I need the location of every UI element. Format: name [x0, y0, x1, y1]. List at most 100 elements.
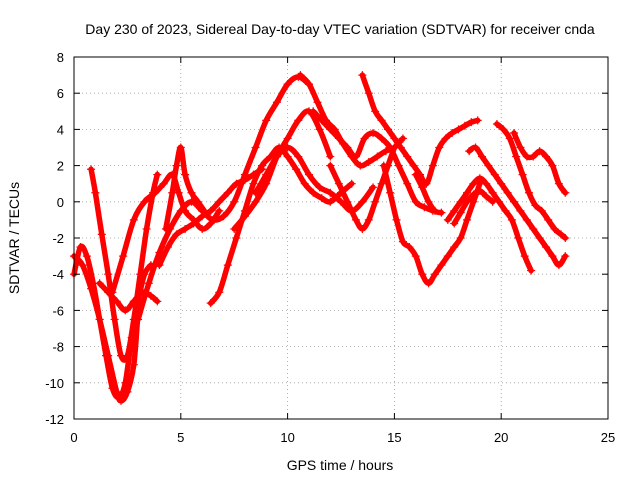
data-point	[524, 188, 533, 197]
data-point	[198, 224, 207, 233]
data-point	[356, 161, 365, 170]
data-point	[257, 161, 266, 170]
data-point	[381, 147, 390, 156]
data-point	[153, 170, 162, 179]
data-point	[377, 134, 386, 143]
data-point	[371, 107, 380, 116]
data-point	[326, 197, 335, 206]
data-point	[104, 351, 113, 360]
data-point	[326, 152, 335, 161]
y-tick-label: -10	[45, 376, 64, 391]
data-point	[516, 206, 525, 215]
data-point	[144, 279, 153, 288]
data-point	[315, 125, 324, 134]
data-point	[469, 179, 478, 188]
data-point	[377, 116, 386, 125]
data-point	[326, 188, 335, 197]
data-point	[116, 396, 125, 405]
y-tick-label: -6	[52, 303, 64, 318]
data-point	[484, 161, 493, 170]
y-tick-label: 0	[57, 195, 64, 210]
series-track-17	[445, 175, 534, 274]
y-tick-label: 2	[57, 159, 64, 174]
data-point	[377, 179, 386, 188]
data-point	[529, 152, 538, 161]
data-point	[516, 143, 525, 152]
data-point	[146, 291, 155, 300]
data-point	[78, 261, 87, 270]
data-point	[294, 152, 303, 161]
data-point	[392, 215, 401, 224]
data-point	[456, 234, 465, 242]
data-point	[520, 252, 529, 261]
data-point	[76, 243, 85, 252]
data-point	[503, 188, 512, 197]
data-point	[403, 179, 412, 188]
data-point	[505, 134, 514, 143]
data-point	[394, 161, 403, 170]
data-point	[420, 203, 429, 212]
data-point	[272, 98, 281, 107]
data-point	[153, 297, 162, 306]
x-tick-label: 10	[280, 430, 294, 445]
data-point	[151, 188, 160, 197]
data-point	[450, 206, 459, 215]
data-point	[430, 206, 439, 215]
data-point	[507, 215, 516, 224]
data-point	[535, 234, 544, 242]
data-point	[364, 89, 373, 98]
data-point	[262, 116, 271, 125]
data-point	[435, 143, 444, 152]
data-point	[283, 134, 292, 143]
data-point	[304, 80, 313, 89]
data-point	[473, 116, 482, 125]
data-point	[364, 157, 373, 166]
data-point	[418, 270, 427, 279]
data-point	[358, 224, 367, 233]
data-point	[161, 224, 170, 233]
data-point	[272, 152, 281, 161]
data-point	[371, 197, 380, 206]
data-point	[193, 197, 202, 206]
data-point	[358, 197, 367, 206]
data-point	[441, 134, 450, 143]
data-point	[292, 165, 301, 174]
data-point	[557, 230, 566, 239]
data-point	[123, 351, 132, 360]
data-point	[364, 215, 373, 224]
data-point	[531, 201, 540, 210]
data-point	[223, 188, 232, 197]
data-point	[206, 299, 215, 308]
series-track-2	[71, 253, 141, 404]
data-point	[529, 224, 538, 233]
x-axis-label: GPS time / hours	[287, 457, 394, 473]
data-point	[554, 179, 563, 188]
y-tick-label: -8	[52, 340, 64, 355]
data-point	[82, 252, 91, 261]
data-point	[136, 270, 145, 279]
data-point	[522, 215, 531, 224]
data-point	[230, 197, 239, 206]
data-point	[390, 134, 399, 143]
data-point	[463, 197, 472, 206]
series-track-18	[466, 144, 569, 268]
data-point	[309, 188, 318, 197]
data-point	[326, 125, 335, 134]
data-point	[176, 206, 185, 215]
data-point	[189, 219, 198, 228]
data-point	[112, 297, 121, 306]
data-point	[129, 215, 138, 224]
data-point	[251, 188, 260, 197]
data-point	[358, 71, 367, 80]
data-point	[527, 266, 536, 275]
data-point	[317, 194, 326, 203]
data-point	[215, 288, 224, 297]
y-axis-label: SDTVAR / TECUs	[6, 182, 22, 294]
data-point	[477, 152, 486, 161]
data-point	[424, 279, 433, 288]
data-point	[294, 116, 303, 125]
data-point	[542, 243, 551, 252]
data-point	[232, 234, 241, 242]
data-point	[561, 252, 570, 261]
data-point	[544, 215, 553, 224]
